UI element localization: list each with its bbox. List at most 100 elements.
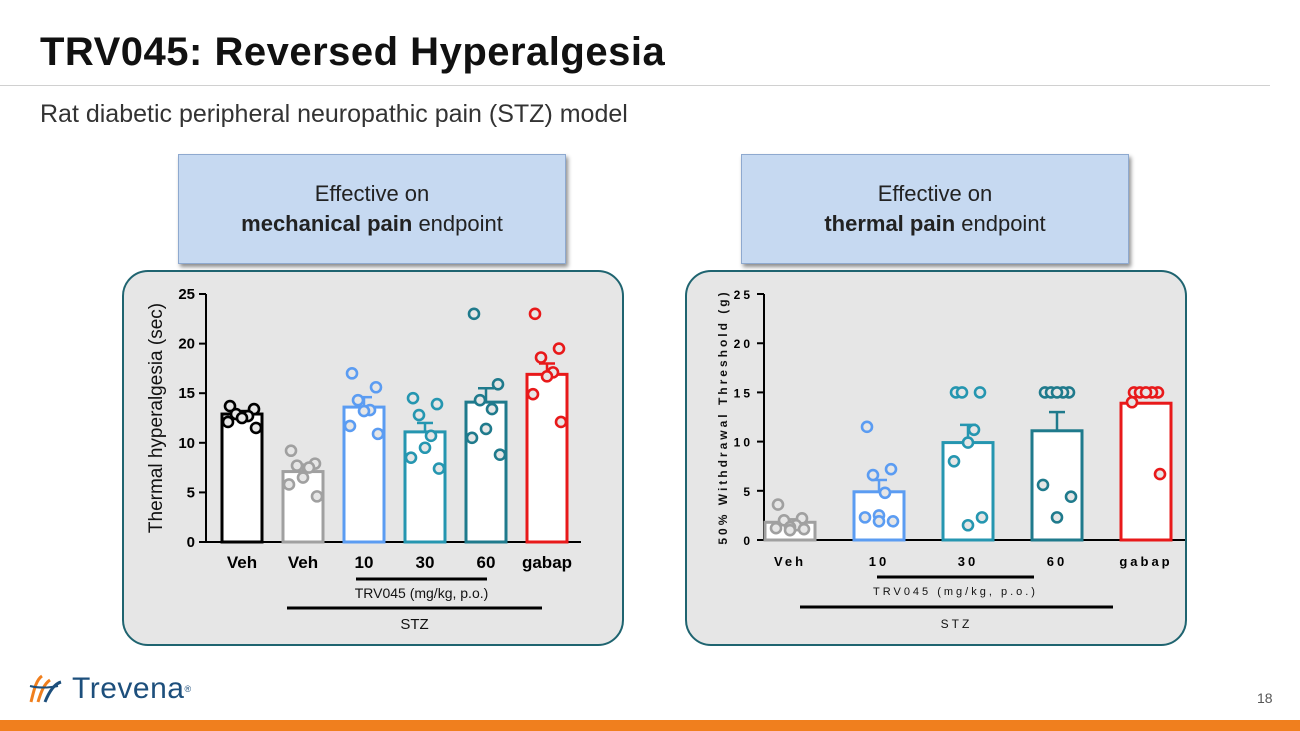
data-point-0-5 <box>769 521 783 535</box>
data-point-0-6 <box>797 522 811 536</box>
data-point-4-1 <box>491 377 505 391</box>
x-category-label: 10 <box>355 553 374 572</box>
data-point-3-4 <box>418 441 432 455</box>
data-point-1-6 <box>310 490 324 503</box>
data-point-1-2 <box>866 468 880 482</box>
data-point-0-7 <box>783 523 797 537</box>
data-point-2-3 <box>967 423 981 437</box>
data-point-3-5 <box>404 451 418 464</box>
data-point-5-5 <box>526 387 540 401</box>
data-point-4-0 <box>467 307 481 321</box>
data-point-5-1 <box>552 342 566 355</box>
data-point-4-2 <box>473 393 487 407</box>
y-tick-label: 0 <box>743 534 753 548</box>
data-point-4-6 <box>1153 467 1167 481</box>
data-point-4-4 <box>1139 386 1153 399</box>
y-tick-label: 5 <box>187 484 195 501</box>
data-point-2-7 <box>961 518 975 532</box>
data-point-2-0 <box>345 367 359 380</box>
data-point-3-6 <box>432 462 446 475</box>
x-category-label: 60 <box>1047 554 1067 569</box>
slide-subtitle: Rat diabetic peripheral neuropathic pain… <box>40 100 628 128</box>
stz-label: STZ <box>941 617 973 631</box>
data-point-2-6 <box>371 427 385 441</box>
data-point-1-5 <box>282 478 296 491</box>
y-tick-label: 25 <box>178 286 195 303</box>
data-point-3-3 <box>424 429 438 443</box>
data-point-2-2 <box>351 393 365 407</box>
x-category-label: 10 <box>869 554 889 569</box>
data-point-3-6 <box>1064 490 1078 504</box>
title-divider <box>0 85 1270 86</box>
callout-mechanical-line1: Effective on <box>314 181 430 206</box>
bar-5 <box>525 372 569 544</box>
thermal-hyperalgesia-chart: 0 5 10 15 20 25 Thermal hyperalgesia (sec) Veh V… <box>146 286 581 633</box>
callout-thermal-line1: Effective on <box>877 181 993 206</box>
data-point-0-5 <box>221 415 235 429</box>
data-point-3-7 <box>1050 511 1064 524</box>
logo-wordmark: Trevena <box>72 672 185 705</box>
callout-thermal-line2: thermal pain endpoint <box>824 209 1045 239</box>
trevena-logo: Trevena ® <box>28 672 191 706</box>
data-point-1-7 <box>872 515 886 528</box>
x-category-label: Veh <box>774 554 806 569</box>
data-point-2-4 <box>357 404 371 418</box>
bar-0 <box>220 412 264 544</box>
data-point-4-5 <box>1125 395 1139 409</box>
data-point-1-1 <box>884 462 898 476</box>
data-point-2-4 <box>961 436 975 449</box>
slide-title: TRV045: Reversed Hyperalgesia <box>40 30 666 74</box>
trv045-dose-label: TRV045 (mg/kg, p.o.) <box>873 586 1038 598</box>
x-category-label: gabap <box>1119 554 1172 569</box>
y-axis-label: 50% Withdrawal Threshold (g) <box>716 289 730 544</box>
callout-mechanical: Effective on mechanical pain endpoint <box>178 154 566 264</box>
y-tick-label: 20 <box>178 336 195 353</box>
data-point-0-0 <box>771 498 785 511</box>
data-point-5-6 <box>554 415 568 429</box>
data-point-5-2 <box>534 351 548 364</box>
withdrawal-threshold-chart: 0 5 10 15 20 25 50% Withdrawal Threshold (g) Ve… <box>716 288 1185 631</box>
data-point-0-4 <box>235 411 249 425</box>
data-point-2-1 <box>973 386 987 399</box>
callout-thermal: Effective on thermal pain endpoint <box>741 154 1129 264</box>
bar-4 <box>1119 401 1173 542</box>
callout-thermal-rest: endpoint <box>955 211 1046 236</box>
data-point-3-4 <box>1050 386 1064 399</box>
chart-panel-left: 0 5 10 15 20 25 Thermal hyperalgesia (sec) Veh V… <box>122 270 624 646</box>
y-tick-label: 20 <box>734 337 753 351</box>
data-point-1-3 <box>878 486 892 500</box>
x-category-label: gabap <box>522 553 572 572</box>
data-point-3-0 <box>406 391 420 405</box>
y-tick-label: 15 <box>734 386 753 400</box>
data-point-2-5 <box>947 454 961 468</box>
data-point-1-4 <box>296 471 310 484</box>
bottom-accent-bar <box>0 720 1300 731</box>
callout-mechanical-rest: endpoint <box>412 211 503 236</box>
data-point-4-4 <box>479 422 493 436</box>
data-point-2-5 <box>343 419 357 433</box>
callout-mechanical-line2: mechanical pain endpoint <box>241 209 503 239</box>
trevena-logo-icon <box>29 674 62 703</box>
data-point-0-6 <box>249 421 263 435</box>
x-category-label: 30 <box>416 553 435 572</box>
x-category-label: Veh <box>227 553 257 572</box>
data-point-4-3 <box>485 402 499 416</box>
y-tick-label: 5 <box>743 485 753 499</box>
data-point-3-2 <box>412 408 426 422</box>
callout-mechanical-bold: mechanical pain <box>241 211 413 236</box>
data-point-1-2 <box>290 459 304 472</box>
data-point-1-6 <box>886 515 900 528</box>
data-point-1-3 <box>302 461 316 474</box>
data-point-3-5 <box>1036 478 1050 492</box>
x-category-label: 60 <box>477 553 496 572</box>
y-tick-label: 0 <box>187 534 195 551</box>
data-point-3-1 <box>430 397 444 411</box>
y-tick-label: 10 <box>178 435 195 452</box>
callout-thermal-bold: thermal pain <box>824 211 956 236</box>
x-category-label: Veh <box>288 553 318 572</box>
y-axis-label: Thermal hyperalgesia (sec) <box>146 303 167 533</box>
page-number: 18 <box>1257 690 1273 706</box>
data-point-2-2 <box>955 386 969 399</box>
stz-label: STZ <box>400 616 428 633</box>
chart-panel-right: 0 5 10 15 20 25 50% Withdrawal Threshold (g) Ve… <box>685 270 1187 646</box>
